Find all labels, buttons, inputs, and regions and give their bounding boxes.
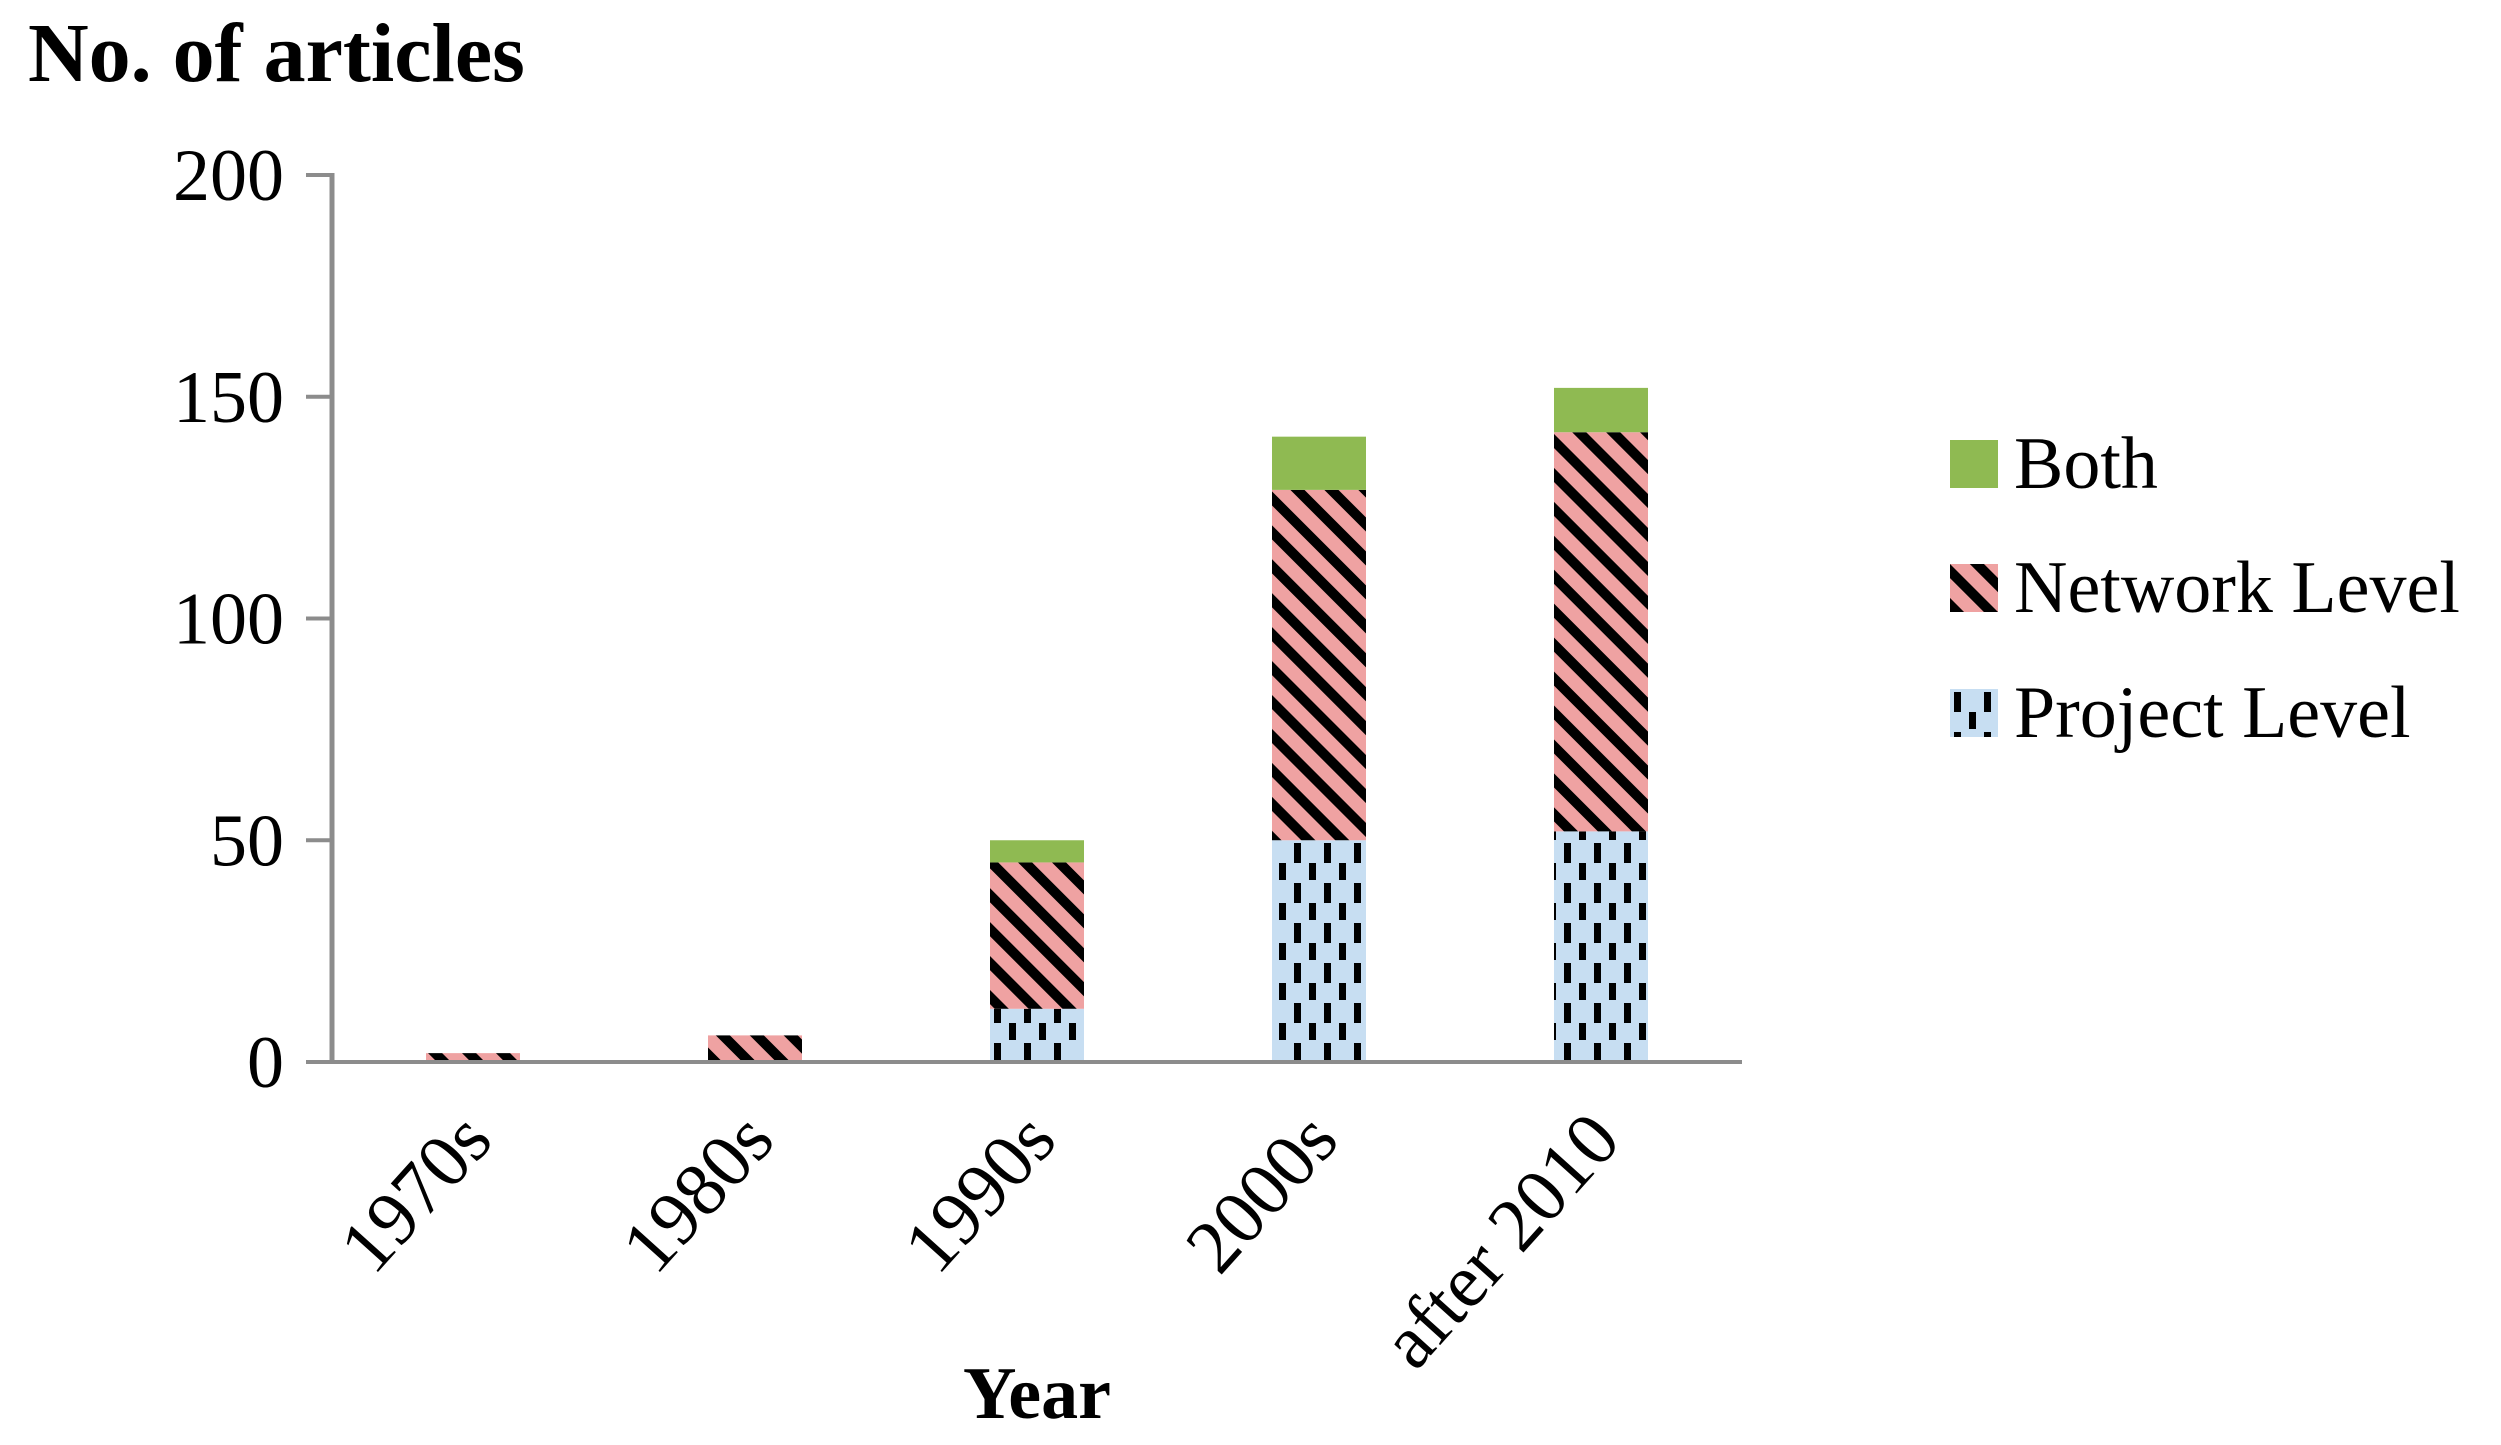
both-swatch-icon [1950,440,1998,488]
bar-segment-network-level-1970s [426,1053,520,1062]
y-tick-label: 0 [247,1022,284,1104]
y-tick-label: 200 [173,135,284,217]
bar-segment-network-level-after-2010 [1554,432,1648,832]
y-axis-ticks: 0 50 100 150 200 [173,135,332,1104]
legend-item-network-level: Network Level [1950,548,2460,628]
bar-segment-network-level-1980s [708,1035,802,1062]
bar-segment-both-after-2010 [1554,387,1648,433]
x-tick-label: 1980s [606,1097,790,1288]
project-level-swatch-icon [1950,689,1998,737]
legend-item-both: Both [1950,424,2158,504]
legend-item-project-level: Project Level [1950,673,2411,753]
bar-segment-project-level-1990s [990,1008,1084,1062]
bar-segment-project-level-2000s [1272,840,1366,1062]
x-tick-label: 1990s [888,1097,1072,1288]
y-tick-label: 50 [210,800,284,882]
y-tick-label: 100 [173,579,284,661]
bar-segment-both-2000s [1272,436,1366,490]
legend-label-both: Both [2014,423,2158,505]
x-axis-title: Year [963,1353,1111,1435]
bar-segment-project-level-after-2010 [1554,831,1648,1062]
chart-title: No. of articles [28,7,525,100]
bar-segment-both-1990s [990,840,1084,863]
network-level-swatch-icon [1950,564,1998,612]
legend-label-network-level: Network Level [2014,547,2460,629]
x-axis-labels: 1970s 1980s 1990s 2000s after 2010 [324,1097,1636,1384]
bar-segment-network-level-2000s [1272,489,1366,841]
x-tick-label: 1970s [324,1097,508,1288]
bars-group [426,387,1648,1062]
legend-label-project-level: Project Level [2014,672,2411,754]
bar-segment-network-level-1990s [990,862,1084,1009]
y-tick-label: 150 [173,357,284,439]
x-tick-label: 2000s [1170,1097,1354,1288]
x-tick-label: after 2010 [1366,1097,1636,1384]
